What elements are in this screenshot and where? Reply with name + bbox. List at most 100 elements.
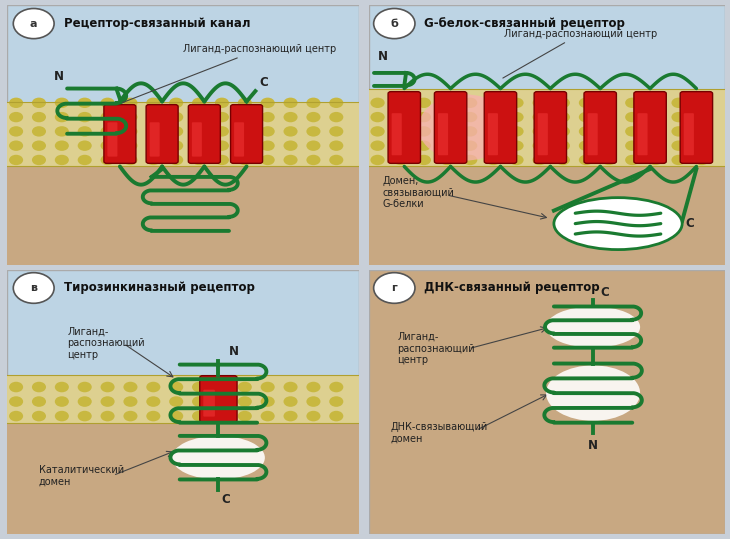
Bar bbox=[7, 423, 359, 534]
Circle shape bbox=[329, 98, 343, 108]
Circle shape bbox=[393, 112, 408, 122]
FancyBboxPatch shape bbox=[200, 376, 237, 422]
Circle shape bbox=[238, 98, 252, 108]
FancyBboxPatch shape bbox=[391, 113, 402, 155]
Circle shape bbox=[440, 98, 454, 108]
Text: C: C bbox=[221, 493, 230, 506]
Bar bbox=[7, 101, 359, 167]
Circle shape bbox=[192, 396, 206, 407]
Circle shape bbox=[440, 112, 454, 122]
Circle shape bbox=[9, 396, 23, 407]
Circle shape bbox=[238, 411, 252, 421]
Text: а: а bbox=[30, 18, 37, 29]
FancyBboxPatch shape bbox=[438, 113, 448, 155]
Circle shape bbox=[510, 126, 523, 136]
Circle shape bbox=[486, 155, 501, 165]
Circle shape bbox=[32, 411, 46, 421]
Circle shape bbox=[101, 98, 115, 108]
Circle shape bbox=[370, 112, 385, 122]
Circle shape bbox=[13, 273, 54, 303]
Circle shape bbox=[440, 155, 454, 165]
Circle shape bbox=[648, 141, 663, 151]
Circle shape bbox=[32, 112, 46, 122]
Circle shape bbox=[579, 126, 593, 136]
Circle shape bbox=[261, 382, 274, 392]
Circle shape bbox=[169, 141, 183, 151]
Circle shape bbox=[648, 112, 663, 122]
FancyBboxPatch shape bbox=[192, 122, 202, 157]
Circle shape bbox=[648, 155, 663, 165]
FancyBboxPatch shape bbox=[684, 113, 694, 155]
Circle shape bbox=[238, 141, 252, 151]
Circle shape bbox=[417, 141, 431, 151]
FancyBboxPatch shape bbox=[188, 105, 220, 163]
Circle shape bbox=[393, 126, 408, 136]
Circle shape bbox=[510, 155, 523, 165]
Circle shape bbox=[123, 155, 137, 165]
Circle shape bbox=[123, 396, 137, 407]
Circle shape bbox=[77, 396, 92, 407]
FancyBboxPatch shape bbox=[150, 122, 160, 157]
FancyBboxPatch shape bbox=[584, 92, 616, 163]
Circle shape bbox=[146, 396, 161, 407]
Circle shape bbox=[307, 112, 320, 122]
Circle shape bbox=[695, 141, 709, 151]
Circle shape bbox=[123, 141, 137, 151]
Circle shape bbox=[238, 112, 252, 122]
Circle shape bbox=[101, 155, 115, 165]
Bar bbox=[7, 167, 359, 265]
Text: C: C bbox=[600, 286, 609, 299]
Circle shape bbox=[510, 141, 523, 151]
Circle shape bbox=[146, 411, 161, 421]
Text: N: N bbox=[53, 70, 64, 84]
Circle shape bbox=[9, 155, 23, 165]
Circle shape bbox=[55, 382, 69, 392]
Circle shape bbox=[192, 126, 206, 136]
Circle shape bbox=[261, 126, 274, 136]
Circle shape bbox=[215, 98, 229, 108]
Bar bbox=[7, 375, 359, 423]
Circle shape bbox=[510, 112, 523, 122]
Circle shape bbox=[463, 98, 477, 108]
FancyBboxPatch shape bbox=[146, 105, 178, 163]
Circle shape bbox=[625, 126, 639, 136]
Circle shape bbox=[101, 112, 115, 122]
Circle shape bbox=[374, 273, 415, 303]
Circle shape bbox=[215, 382, 229, 392]
FancyBboxPatch shape bbox=[231, 105, 263, 163]
Circle shape bbox=[579, 98, 593, 108]
Circle shape bbox=[9, 112, 23, 122]
Circle shape bbox=[579, 141, 593, 151]
Circle shape bbox=[215, 411, 229, 421]
FancyBboxPatch shape bbox=[637, 113, 648, 155]
Circle shape bbox=[32, 382, 46, 392]
Circle shape bbox=[510, 98, 523, 108]
Bar bbox=[369, 167, 725, 265]
Ellipse shape bbox=[546, 365, 640, 421]
Circle shape bbox=[329, 411, 343, 421]
FancyBboxPatch shape bbox=[107, 122, 118, 157]
Circle shape bbox=[602, 126, 616, 136]
Circle shape bbox=[329, 155, 343, 165]
Circle shape bbox=[486, 126, 501, 136]
Circle shape bbox=[625, 141, 639, 151]
Circle shape bbox=[55, 141, 69, 151]
Circle shape bbox=[261, 155, 274, 165]
Circle shape bbox=[579, 112, 593, 122]
Circle shape bbox=[261, 112, 274, 122]
Circle shape bbox=[307, 396, 320, 407]
FancyBboxPatch shape bbox=[634, 92, 666, 163]
Circle shape bbox=[101, 141, 115, 151]
Circle shape bbox=[532, 98, 547, 108]
Circle shape bbox=[532, 112, 547, 122]
Circle shape bbox=[283, 98, 298, 108]
Circle shape bbox=[55, 396, 69, 407]
Circle shape bbox=[146, 382, 161, 392]
Circle shape bbox=[55, 112, 69, 122]
Circle shape bbox=[192, 112, 206, 122]
Circle shape bbox=[648, 126, 663, 136]
Circle shape bbox=[32, 155, 46, 165]
FancyBboxPatch shape bbox=[388, 92, 420, 163]
Circle shape bbox=[307, 126, 320, 136]
Circle shape bbox=[9, 411, 23, 421]
